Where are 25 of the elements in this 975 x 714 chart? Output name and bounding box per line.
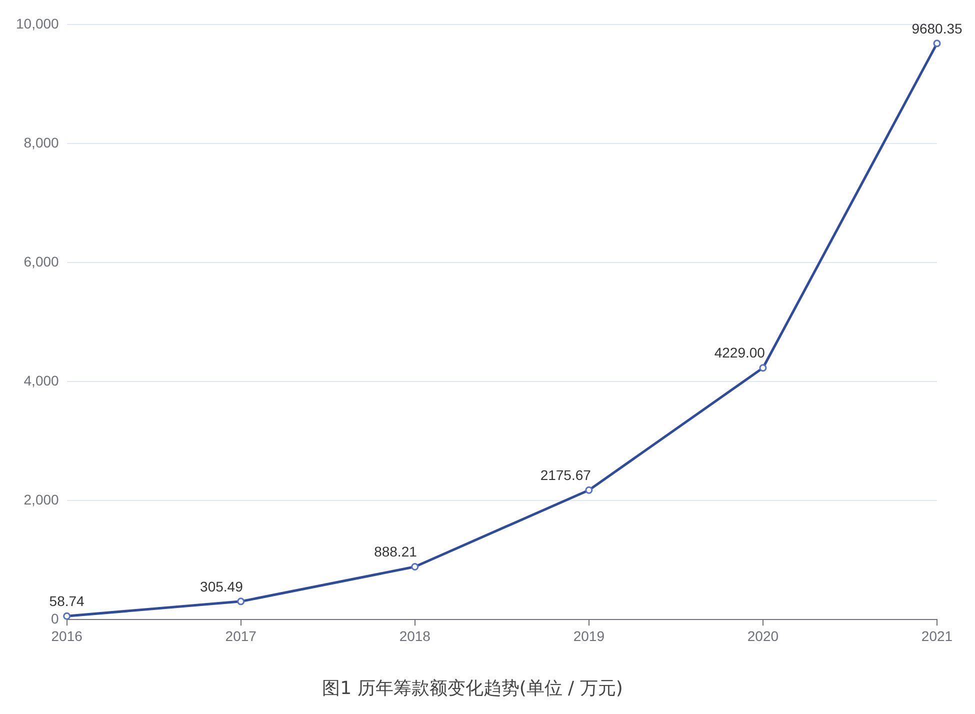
point [759, 364, 767, 372]
y-tick-label: 4,000 [24, 372, 60, 388]
point [411, 562, 419, 570]
data-label: 305.49 [200, 578, 244, 594]
point [237, 598, 245, 606]
data-label: 888.21 [374, 544, 418, 560]
point [585, 486, 593, 494]
x-tick-label: 2016 [51, 628, 83, 644]
y-tick-label: 2,000 [24, 491, 60, 508]
x-tick-label: 2018 [399, 628, 431, 644]
y-tick-label: 8,000 [24, 134, 60, 150]
data-label: 2175.67 [540, 466, 592, 483]
point [63, 612, 71, 620]
x-tick-label: 2017 [225, 628, 257, 644]
data-label: 9680.35 [912, 20, 963, 36]
x-tick-label: 2021 [921, 628, 953, 644]
y-tick-label: 10,000 [16, 15, 60, 32]
point [933, 40, 941, 48]
x-tick-label: 2019 [573, 628, 605, 644]
text: 图1 历年筹款额变化趋势(单位 / 万元) [322, 678, 623, 699]
y-tick-label: 6,000 [24, 253, 60, 270]
data-label: 4229.00 [714, 344, 766, 361]
x-tick-label: 2020 [747, 628, 779, 644]
data-label: 58.74 [49, 592, 85, 609]
y-tick-label: 0 [51, 610, 60, 626]
